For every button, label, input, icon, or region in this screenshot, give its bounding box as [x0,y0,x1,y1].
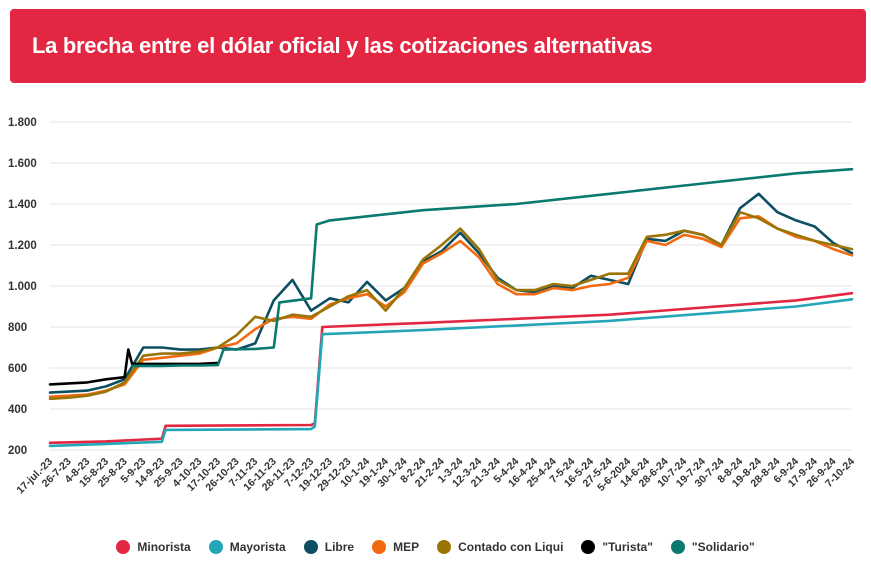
legend: Minorista Mayorista Libre MEP Contado con Li… [0,536,871,558]
y-tick-label: 1.800 [8,117,37,129]
y-tick-label: 1.600 [8,158,37,170]
y-tick-label: 1.400 [8,199,37,211]
chart-title-banner: La brecha entre el dólar oficial y las c… [10,9,866,83]
legend-marker [116,540,131,554]
y-axis: 200 400 600 800 1.000 1.200 1.400 1.600 1.800 [8,117,37,457]
legend-label: Minorista [137,540,191,554]
legend-label: "Turista" [602,540,653,554]
y-tick-label: 400 [8,404,27,416]
legend-marker [670,540,685,554]
legend-marker [208,540,223,554]
series-line [48,210,854,401]
legend-item[interactable]: Mayorista [208,540,286,554]
legend-item[interactable]: "Turista" [581,540,653,554]
legend-item[interactable]: MEP [372,540,419,554]
legend-label: Mayorista [229,540,286,554]
y-tick-label: 600 [8,363,27,375]
legend-label: Libre [324,540,355,554]
series-line [130,167,854,368]
y-tick-label: 1.200 [8,240,37,252]
legend-item[interactable]: Libre [303,540,355,554]
y-tick-label: 800 [8,322,27,334]
line-chart: 200 400 600 800 1.000 1.200 1.400 1.600 1.800 17… [8,117,857,497]
legend-marker [372,540,387,554]
chart-title: La brecha entre el dólar oficial y las c… [32,33,653,58]
y-tick-label: 1.000 [8,281,37,293]
legend-marker [303,540,318,554]
series-line [48,348,220,386]
legend-item[interactable]: Minorista [116,540,191,554]
legend-item[interactable]: Contado con Liqui [437,540,563,554]
series-line [48,215,854,399]
legend-label: MEP [393,540,420,554]
legend-label: "Solidario" [691,540,755,554]
legend-marker [581,540,596,554]
series-layer [48,167,854,448]
series-line [48,297,854,448]
legend-label: Contado con Liqui [458,540,564,554]
legend-item[interactable]: "Solidario" [670,540,755,554]
x-axis: 17-jul.-2326-7-234-8-2315-8-2325-8-235-9… [14,456,857,497]
grid-layer [50,121,852,451]
y-tick-label: 200 [8,445,27,457]
legend-marker [437,540,452,554]
